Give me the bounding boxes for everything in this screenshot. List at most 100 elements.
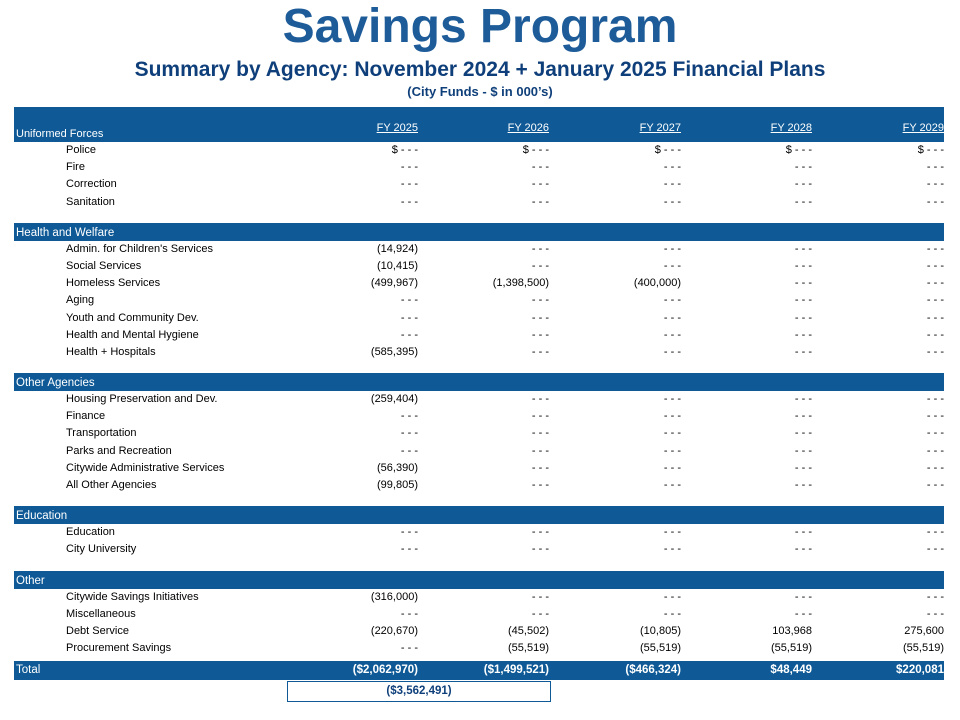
row-value: $ - - - [917,144,944,156]
row-value: $ - - - [654,144,681,156]
row-value: - - - [531,427,549,440]
row-label: Housing Preservation and Dev. [66,393,218,406]
row-value: (99,805) [377,479,418,491]
row-value: (55,519) [640,642,681,655]
row-label: Fire [66,161,85,174]
row-value: (10,415) [377,259,418,272]
row-value: - - - [531,259,549,272]
row-value: - - - [663,294,681,307]
row-value: - - - [926,393,944,406]
row-label: Citywide Administrative Services [66,461,225,474]
row-label: Parks and Recreation [66,444,172,457]
row-value: (220,670) [370,624,418,637]
total-fy2028: $48,449 [770,664,812,676]
row-label: Sanitation [66,195,115,208]
section-band-education: Education [14,506,944,525]
table-row: Health and Mental Hygiene - - - - - - - - -… [14,327,944,344]
row-value: - - - [794,277,812,290]
row-value: - - - [794,410,812,423]
row-value: - - - [794,259,812,272]
row-value: - - - [794,479,812,491]
row-value: - - - [531,242,549,255]
row-value: 275,600 [904,624,944,637]
row-value: - - - [926,294,944,307]
row-value: - - - [926,259,944,272]
row-label: Aging [66,294,95,307]
column-header-fy2027: FY 2027 [639,122,681,134]
row-label: Health and Mental Hygiene [66,328,199,341]
row-value: - - - [663,410,681,423]
row-value: - - - [531,311,549,324]
row-label: Homeless Services [66,277,161,290]
row-value: - - - [400,427,418,440]
row-value: - - - [663,427,681,440]
row-value: - - - [531,479,549,491]
header-row: Uniformed Forces FY 2025 FY 2026 FY 2027… [14,107,944,142]
total-fy2026: ($1,499,521) [483,664,549,676]
row-value: - - - [531,393,549,406]
row-value: - - - [663,178,681,191]
table-row: Miscellaneous - - - - - - - - - - - - - - - [14,606,944,623]
row-value: - - - [400,410,418,423]
total-fy2025: ($2,062,970) [352,664,418,676]
row-value: - - - [663,393,681,406]
row-label: Finance [66,410,106,423]
row-value: - - - [663,543,681,556]
table-row: Youth and Community Dev. - - - - - - - - - -… [14,310,944,327]
row-value: - - - [926,543,944,556]
page-subtitle: Summary by Agency: November 2024 + Janua… [134,58,826,81]
row-value: - - - [531,543,549,556]
row-value: - - - [531,526,549,539]
table-row: Homeless Services (499,967) (1,398,500) (40… [14,275,944,292]
table-row: Citywide Administrative Services (56,390)… [14,460,944,477]
row-value: - - - [400,195,418,208]
row-value: - - - [926,311,944,324]
row-value: - - - [926,195,944,208]
row-value: - - - [531,461,549,474]
table-row: Finance - - - - - - - - - - - - - - - [14,408,944,425]
row-value: $ - - - [785,144,812,156]
column-header-fy2026: FY 2026 [507,122,549,134]
row-value: - - - [531,345,549,358]
row-value: - - - [663,526,681,539]
row-value: - - - [531,161,549,174]
row-value: (400,000) [633,277,681,290]
row-label: Citywide Savings Initiatives [66,590,199,603]
row-value: $ - - - [522,144,549,156]
row-value: - - - [531,444,549,457]
total-row: Total ($2,062,970) ($1,499,521) ($466,32… [14,661,944,680]
row-value: - - - [400,526,418,539]
row-value: - - - [926,590,944,603]
row-value: - - - [400,178,418,191]
row-label: Debt Service [66,624,129,637]
table-row: Police $ - - - $ - - - $ - - - $ - - - $ - - … [14,142,944,159]
row-value: - - - [531,195,549,208]
row-value: - - - [663,345,681,358]
table-row: Health + Hospitals (585,395) - - - - - - - -… [14,344,944,361]
section-other: Citywide Savings Initiatives (316,000) - -… [14,589,944,658]
row-value: - - - [531,607,549,620]
row-value: - - - [531,178,549,191]
table-row: Admin. for Children's Services (14,924) - … [14,241,944,258]
section-band-other: Other [14,570,944,589]
units-note: (City Funds - $ in 000’s) [407,84,553,99]
row-value: (55,519) [508,642,549,655]
row-value: - - - [926,526,944,539]
row-value: - - - [794,461,812,474]
row-value: (316,000) [370,590,418,603]
row-label: Social Services [66,259,142,272]
column-header-fy2029: FY 2029 [902,122,944,134]
row-value: (1,398,500) [492,277,549,290]
row-value: - - - [926,607,944,620]
table-row: Debt Service (220,670) (45,502) (10,805) 103… [14,623,944,640]
row-label: Youth and Community Dev. [66,311,199,324]
table-row: Education - - - - - - - - - - - - - - - [14,524,944,541]
row-label: Education [66,526,115,539]
row-value: (55,519) [771,642,812,655]
page-title: Savings Program [282,0,678,53]
row-value: - - - [400,543,418,556]
table-row: Correction - - - - - - - - - - - - - - - [14,176,944,193]
row-value: - - - [531,410,549,423]
table-row: City University - - - - - - - - - - - - - - - [14,541,944,558]
row-value: - - - [794,294,812,307]
